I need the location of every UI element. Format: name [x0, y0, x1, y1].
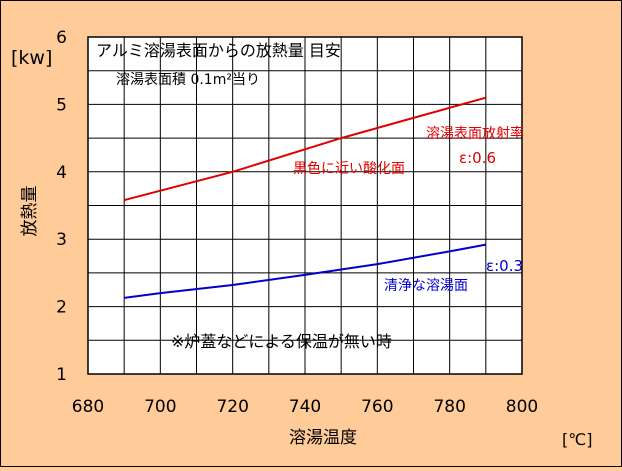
- series-line-0: [123, 96, 487, 202]
- y-axis-unit: [kw]: [11, 47, 52, 69]
- x-tick-label: 800: [506, 397, 538, 417]
- x-tick-label: 780: [433, 397, 465, 417]
- grid-horizontal: [88, 70, 522, 341]
- red-series-label: 黒色に近い酸化面: [293, 160, 405, 177]
- y-tick-label: 3: [56, 230, 67, 250]
- x-tick-label: 760: [361, 397, 393, 417]
- y-tick-labels: 1 2 3 4 5 6: [56, 28, 67, 385]
- y-axis-label: 放熱量: [20, 186, 40, 237]
- y-tick-label: 1: [56, 365, 67, 385]
- y-tick-label: 2: [56, 298, 67, 318]
- chart-title: アルミ溶湯表面からの放熱量 目安: [96, 41, 341, 60]
- blue-series-label: 清浄な溶湯面: [384, 277, 468, 294]
- x-axis-label: 溶湯温度: [289, 428, 357, 448]
- chart-subtitle: 溶湯表面積 0.1m²当り: [116, 71, 260, 88]
- x-tick-label: 700: [144, 397, 176, 417]
- x-tick-label: 720: [216, 397, 248, 417]
- y-tick-label: 5: [56, 95, 67, 115]
- chart-note: ※炉蓋などによる保温が無い時: [171, 332, 392, 351]
- x-tick-labels: 680 700 720 740 760 780 800: [72, 397, 538, 417]
- series-lines: [123, 96, 487, 299]
- x-axis-unit: [℃]: [562, 430, 592, 449]
- y-tick-label: 4: [56, 163, 67, 183]
- series-line-1: [124, 243, 487, 299]
- x-tick-label: 740: [289, 397, 321, 417]
- red-series-emissivity: ε:0.6: [459, 149, 496, 167]
- legend-title: 溶湯表面放射率: [426, 125, 524, 142]
- y-tick-label: 6: [56, 28, 67, 48]
- plot-border: [87, 36, 523, 375]
- x-tick-label: 680: [72, 397, 104, 417]
- blue-series-emissivity: ε:0.3: [486, 257, 523, 275]
